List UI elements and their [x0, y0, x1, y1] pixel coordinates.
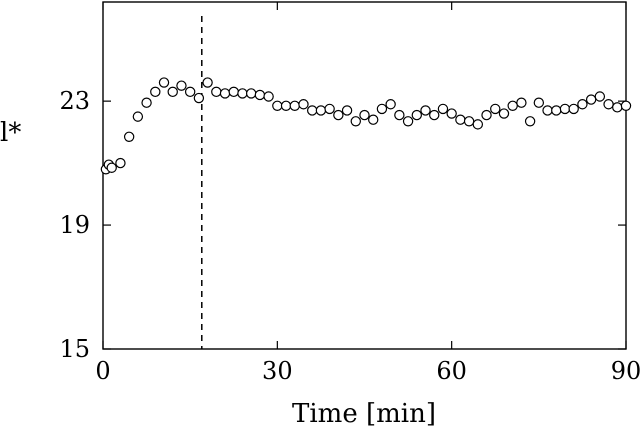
y-tick-label: 15: [59, 335, 90, 363]
data-point: [123, 131, 135, 142]
plot-frame: [102, 1, 627, 350]
data-point: [559, 103, 571, 115]
data-point: [524, 116, 536, 127]
data-point: [263, 91, 274, 102]
data-point: [551, 105, 562, 116]
data-point: [437, 103, 449, 115]
data-point: [333, 109, 344, 121]
data-point: [455, 114, 466, 125]
data-point: [368, 114, 379, 125]
x-tick-label: 90: [611, 357, 640, 385]
data-point: [350, 116, 361, 127]
data-point: [594, 91, 606, 102]
data-point: [158, 77, 170, 88]
data-point: [115, 157, 126, 169]
data-point: [463, 116, 475, 127]
x-axis-label: Time [min]: [292, 399, 436, 429]
data-point: [394, 109, 405, 121]
data-point: [280, 100, 292, 111]
data-point: [603, 99, 614, 110]
data-point: [359, 109, 370, 121]
data-point: [298, 99, 309, 110]
data-point: [402, 116, 414, 127]
data-point: [429, 109, 440, 121]
ticks-layer: 0 30 60 90 15 19 23: [59, 2, 640, 385]
data-point: [202, 77, 213, 88]
y-tick-label: 23: [59, 87, 90, 115]
data-point: [385, 99, 396, 110]
data-point: [211, 86, 222, 98]
data-point: [184, 86, 196, 98]
data-point: [542, 105, 553, 116]
data-point: [533, 97, 545, 108]
y-tick-label: 19: [59, 211, 90, 239]
data-point: [176, 80, 187, 91]
data-point: [411, 109, 422, 121]
x-tick-label: 30: [262, 357, 293, 385]
data-point: [237, 88, 248, 99]
data-point: [420, 105, 431, 116]
data-point: [577, 99, 588, 110]
data-point: [315, 105, 327, 116]
data-point: [254, 89, 266, 101]
data-point: [228, 86, 239, 98]
data-point: [289, 100, 300, 111]
data-point: [612, 102, 623, 113]
data-point: [106, 162, 117, 173]
data-point: [490, 103, 501, 115]
data-point: [446, 108, 457, 119]
data-point: [141, 97, 152, 108]
data-point: [219, 88, 231, 99]
data-point: [245, 88, 257, 99]
data-point: [516, 97, 527, 108]
data-point: [585, 94, 597, 105]
data-point: [193, 92, 205, 104]
data-points: [100, 77, 632, 175]
y-axis-label: l*: [0, 118, 21, 148]
data-point: [167, 86, 178, 98]
data-point: [620, 100, 632, 111]
data-point: [568, 103, 579, 115]
x-tick-label: 60: [436, 357, 467, 385]
data-point: [272, 100, 283, 111]
data-point: [324, 103, 335, 115]
data-point: [132, 111, 144, 122]
data-point: [150, 86, 161, 98]
data-point: [481, 109, 492, 121]
data-point: [376, 103, 388, 115]
data-point: [498, 108, 510, 119]
data-point: [307, 105, 318, 116]
x-tick-label: 0: [95, 357, 110, 385]
data-point: [472, 119, 484, 130]
data-point: [341, 105, 353, 116]
data-point: [507, 100, 518, 111]
